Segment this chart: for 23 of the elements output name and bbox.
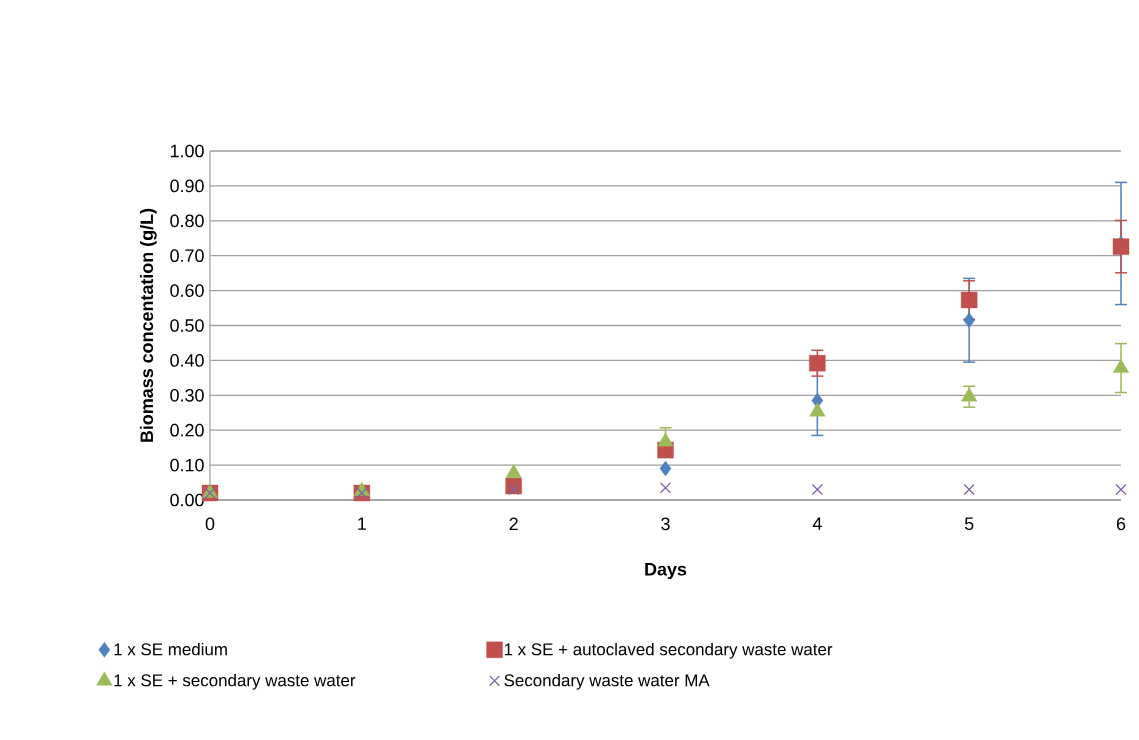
y-tick-label: 0.20 bbox=[170, 423, 204, 437]
x-tick-label: 0 bbox=[205, 517, 215, 531]
y-tick-label: 0.70 bbox=[170, 249, 204, 263]
y-tick-label: 0.50 bbox=[170, 319, 204, 332]
legend-label: 1 x SE + secondary waste water bbox=[114, 673, 356, 690]
y-tick-label: 0.10 bbox=[170, 458, 204, 472]
legend-label: Secondary waste water MA bbox=[504, 673, 710, 690]
x-tick-label: 5 bbox=[964, 517, 974, 531]
legend-label: 1 x SE + autoclaved secondary waste water bbox=[504, 642, 833, 659]
x-tick-label: 2 bbox=[509, 517, 518, 531]
y-tick-label: 0.90 bbox=[170, 179, 204, 193]
y-tick-label: 1.00 bbox=[170, 144, 204, 158]
x-tick-label: 4 bbox=[812, 517, 822, 530]
x-axis-title: Days bbox=[645, 563, 687, 580]
y-tick-label: 0.80 bbox=[170, 214, 204, 228]
x-tick-label: 6 bbox=[1116, 517, 1126, 531]
x-tick-label: 3 bbox=[661, 517, 670, 531]
y-tick-label: 0.60 bbox=[170, 284, 204, 297]
legend-label: 1 x SE medium bbox=[114, 642, 227, 656]
y-tick-label: 0.30 bbox=[170, 388, 204, 402]
x-tick-label: 1 bbox=[358, 517, 366, 530]
y-axis-title: Biomass concentation (g/L) bbox=[139, 208, 157, 442]
y-tick-label: 0.40 bbox=[170, 354, 204, 367]
